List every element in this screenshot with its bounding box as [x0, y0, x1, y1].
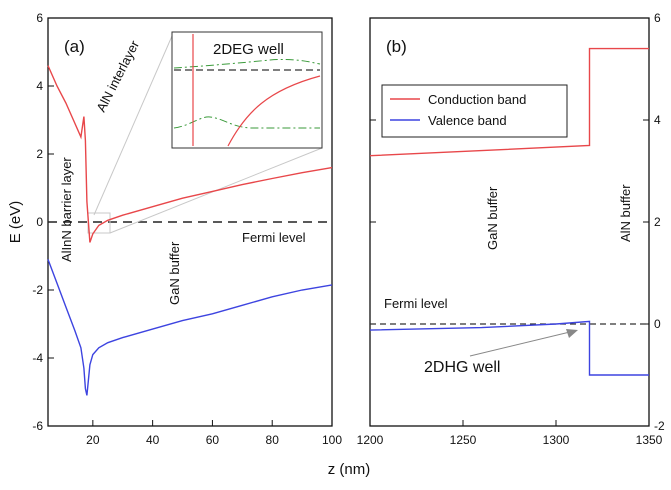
- x-tick-label: 1350: [636, 433, 663, 447]
- legend: Conduction band Valence band: [381, 84, 568, 138]
- y-axis-label: E (eV): [7, 201, 24, 244]
- inset-2deg-well: 2DEG well: [171, 31, 323, 149]
- inset-guide-line: [93, 35, 173, 216]
- x-tick-label: 60: [206, 433, 220, 447]
- region-label-gan-buffer-b: GaN buffer: [485, 186, 500, 250]
- y-tick-label: -2: [654, 419, 665, 433]
- x-tick-label: 1200: [357, 433, 384, 447]
- panel-a-conduction-band-line: [47, 65, 333, 243]
- annotation-2dhg-well: 2DHG well: [424, 359, 500, 376]
- panel-a-ticks: 20 40 60 80 100 -6 -4 -2 0 2 4 6: [32, 11, 342, 447]
- x-axis-label: z (nm): [328, 461, 371, 478]
- y-tick-label: 6: [36, 11, 43, 25]
- panel-a-label: (a): [64, 37, 85, 56]
- panel-b-label: (b): [386, 37, 407, 56]
- panel-a-valence-band-line: [47, 259, 333, 396]
- region-label-alinn: AlInN barrier layer: [59, 157, 74, 262]
- region-label-aln-interlayer: AlN interlayer: [93, 37, 142, 114]
- x-tick-label: 1250: [450, 433, 477, 447]
- inset-subband-curve: [173, 59, 321, 69]
- y-tick-label: 4: [36, 79, 43, 93]
- y-tick-label: 2: [654, 215, 661, 229]
- x-tick-label: 100: [322, 433, 342, 447]
- legend-label-conduction: Conduction band: [428, 92, 526, 107]
- y-tick-label: 6: [654, 11, 661, 25]
- panel-b-valence-band-line: [369, 320, 649, 376]
- inset-source-box: [87, 212, 111, 234]
- y-tick-label: -6: [32, 419, 43, 433]
- y-tick-label: 2: [36, 147, 43, 161]
- region-label-aln-buffer: AlN buffer: [618, 184, 633, 242]
- x-tick-label: 40: [146, 433, 160, 447]
- x-tick-label: 20: [86, 433, 100, 447]
- legend-label-valence: Valence band: [428, 113, 507, 128]
- inset-title: 2DEG well: [213, 41, 284, 58]
- panel-b-frame: [369, 17, 650, 427]
- y-tick-label: -2: [32, 283, 43, 297]
- region-label-gan-buffer-a: GaN buffer: [167, 241, 182, 305]
- panel-a-fermi-label: Fermi level: [242, 230, 306, 245]
- panel-b-conduction-band-line: [369, 47, 649, 157]
- inset-subband-curve: [173, 116, 320, 129]
- x-tick-label: 80: [266, 433, 280, 447]
- panel-b-fermi-label: Fermi level: [384, 296, 448, 311]
- y-tick-label: 0: [654, 317, 661, 331]
- inset-conduction-curve: [227, 75, 321, 147]
- x-tick-label: 1300: [543, 433, 570, 447]
- y-tick-label: 0: [36, 215, 43, 229]
- annotation-arrow: [469, 329, 578, 357]
- inset-frame: [171, 31, 323, 149]
- legend-box: [381, 84, 568, 138]
- y-tick-label: 4: [654, 113, 661, 127]
- y-tick-label: -4: [32, 351, 43, 365]
